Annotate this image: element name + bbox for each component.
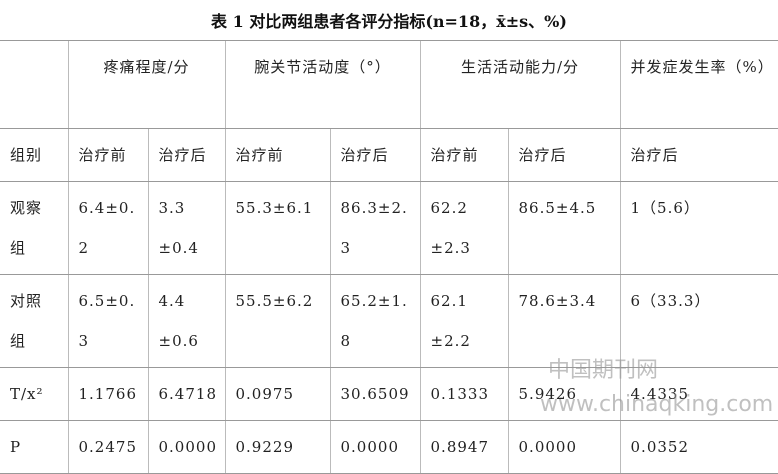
- subheader-cell: 治疗后: [619, 128, 778, 182]
- table-cell: 0.1333: [419, 367, 509, 421]
- subheader-cell: 治疗前: [67, 128, 148, 182]
- table-cell: 86.5±4.5: [507, 181, 621, 275]
- table-cell: 62.1±2.2: [419, 274, 509, 368]
- watermark: www.chinaqking.com: [540, 392, 774, 417]
- table-cell: 6.4718: [147, 367, 225, 421]
- table-cell: 0.2475: [67, 420, 148, 474]
- table-cell: 55.5±6.2: [224, 274, 330, 368]
- table-cell: 78.6±3.4: [507, 274, 621, 368]
- page: {"title": "表 1 对比两组患者各评分指标(n=18，x̄±s、%)"…: [0, 12, 778, 474]
- table-cell: 6.5±0.3: [67, 274, 148, 368]
- table-cell: 65.2±1.8: [329, 274, 421, 368]
- table-cell: 5.9426: [507, 367, 621, 421]
- table-cell: 1（5.6）: [619, 181, 778, 275]
- table-cell: 0.0352: [619, 420, 778, 474]
- row-label: 对照组: [0, 274, 68, 368]
- table-cell: 0.0000: [147, 420, 225, 474]
- table-cell: 0.8947: [419, 420, 509, 474]
- table-cell: 30.6509: [329, 367, 421, 421]
- table-row: T/x² 1.1766 6.4718 0.0975 30.6509 0.1333 5.942…: [0, 367, 778, 421]
- table-row: 疼痛程度/分 腕关节活动度（°） 生活活动能力/分 并发症发生率（%）: [0, 40, 778, 129]
- table-cell: 86.3±2.3: [329, 181, 421, 275]
- empty-cell: [0, 40, 68, 129]
- subheader-cell: 组别: [0, 128, 68, 182]
- header-cell: 生活活动能力/分: [419, 40, 621, 129]
- header-cell: 疼痛程度/分: [67, 40, 225, 129]
- table-cell: 1.1766: [67, 367, 148, 421]
- row-label: 观察组: [0, 181, 68, 275]
- table-cell: 0.0975: [224, 367, 330, 421]
- table-cell: 0.9229: [224, 420, 330, 474]
- table-cell: 55.3±6.1: [224, 181, 330, 275]
- header-cell: 并发症发生率（%）: [619, 40, 778, 129]
- table-cell: 62.2±2.3: [419, 181, 509, 275]
- table-row: 观察组 6.4±0.2 3.3±0.4 55.3±6.1 86.3±2.3 62.2±2.…: [0, 181, 778, 275]
- table-row: 组别 治疗前 治疗后 治疗前 治疗后 治疗前 治疗后 治疗后: [0, 128, 778, 182]
- table-cell: 6.4±0.2: [67, 181, 148, 275]
- table-row: P 0.2475 0.0000 0.9229 0.0000 0.8947 0.0000 0.0…: [0, 420, 778, 474]
- subheader-cell: 治疗前: [419, 128, 509, 182]
- subheader-cell: 治疗后: [147, 128, 225, 182]
- table-cell: 4.4335: [619, 367, 778, 421]
- subheader-cell: 治疗前: [224, 128, 330, 182]
- watermark: 中国期刊网: [548, 358, 659, 383]
- subheader-cell: 治疗后: [507, 128, 621, 182]
- row-label: P: [0, 420, 68, 474]
- table-cell: 0.0000: [507, 420, 621, 474]
- table-cell: 4.4±0.6: [147, 274, 225, 368]
- subheader-cell: 治疗后: [329, 128, 421, 182]
- table-cell: 6（33.3）: [619, 274, 778, 368]
- table-cell: 0.0000: [329, 420, 421, 474]
- table-row: 对照组 6.5±0.3 4.4±0.6 55.5±6.2 65.2±1.8 62.1±2.…: [0, 274, 778, 368]
- table-title: 表 1 对比两组患者各评分指标(n=18，x̄±s、%): [211, 12, 567, 31]
- table-cell: 3.3±0.4: [147, 181, 225, 275]
- header-cell: 腕关节活动度（°）: [224, 40, 421, 129]
- row-label: T/x²: [0, 367, 68, 421]
